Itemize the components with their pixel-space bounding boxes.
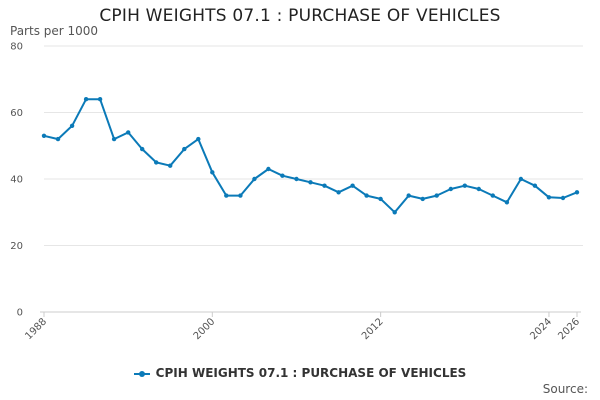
y-axis-label: Parts per 1000 [10, 24, 99, 38]
data-point-2022 [518, 176, 524, 182]
data-point-2025 [560, 195, 566, 201]
data-point-2015 [420, 196, 425, 202]
data-point-2018 [462, 183, 467, 188]
data-point-2014 [406, 193, 411, 198]
x-tick-label-2026: 2026 [556, 316, 582, 342]
data-point-2021 [504, 200, 510, 205]
y-tick-label-60: 60 [10, 108, 23, 119]
data-point-2019 [476, 186, 481, 192]
series-line-0 [43, 98, 578, 214]
data-point-2009 [336, 190, 341, 195]
data-point-2007 [308, 180, 313, 185]
data-point-1999 [196, 136, 201, 142]
data-point-2012 [378, 196, 383, 202]
data-point-1994 [126, 130, 131, 135]
data-point-1992 [97, 97, 103, 102]
y-tick-label-0: 0 [17, 308, 23, 319]
data-point-1993 [111, 136, 117, 142]
data-point-2020 [490, 193, 495, 198]
data-point-2013 [392, 210, 397, 215]
data-point-2008 [322, 183, 327, 188]
x-tick-label-2000: 2000 [192, 316, 218, 342]
y-tick-label-20: 20 [10, 241, 23, 252]
data-point-2004 [266, 166, 271, 172]
data-point-2003 [252, 176, 257, 182]
data-point-1996 [154, 160, 159, 165]
data-point-1998 [182, 146, 187, 152]
x-tick-label-2024: 2024 [528, 316, 554, 342]
data-point-1997 [168, 163, 173, 168]
y-tick-label-40: 40 [10, 175, 23, 186]
data-point-2001 [224, 193, 229, 198]
data-point-1995 [140, 146, 145, 152]
data-point-2024 [546, 195, 552, 200]
chart-title: CPIH WEIGHTS 07.1 : PURCHASE OF VEHICLES [99, 6, 501, 26]
data-point-2016 [434, 193, 439, 198]
data-point-1991 [83, 97, 89, 102]
data-point-2005 [280, 173, 285, 178]
data-point-2006 [294, 176, 299, 182]
data-point-2002 [238, 193, 243, 198]
source-label: Source: [542, 382, 588, 396]
data-point-1988 [41, 133, 47, 138]
data-point-2023 [532, 183, 538, 188]
legend-item-label: CPIH WEIGHTS 07.1 : PURCHASE OF VEHICLES [155, 366, 467, 380]
data-point-2026 [574, 190, 580, 195]
data-point-2010 [350, 183, 355, 188]
x-tick-label-1988: 1988 [23, 316, 49, 342]
legend-line-marker-icon [133, 370, 150, 377]
legend[interactable]: CPIH WEIGHTS 07.1 : PURCHASE OF VEHICLES [0, 366, 600, 380]
data-point-2000 [210, 170, 215, 175]
data-point-2017 [448, 186, 453, 192]
y-tick-label-80: 80 [10, 42, 23, 53]
data-point-2011 [364, 193, 369, 198]
data-point-1990 [69, 123, 75, 128]
x-tick-label-2012: 2012 [360, 316, 386, 342]
data-point-1989 [55, 136, 61, 142]
